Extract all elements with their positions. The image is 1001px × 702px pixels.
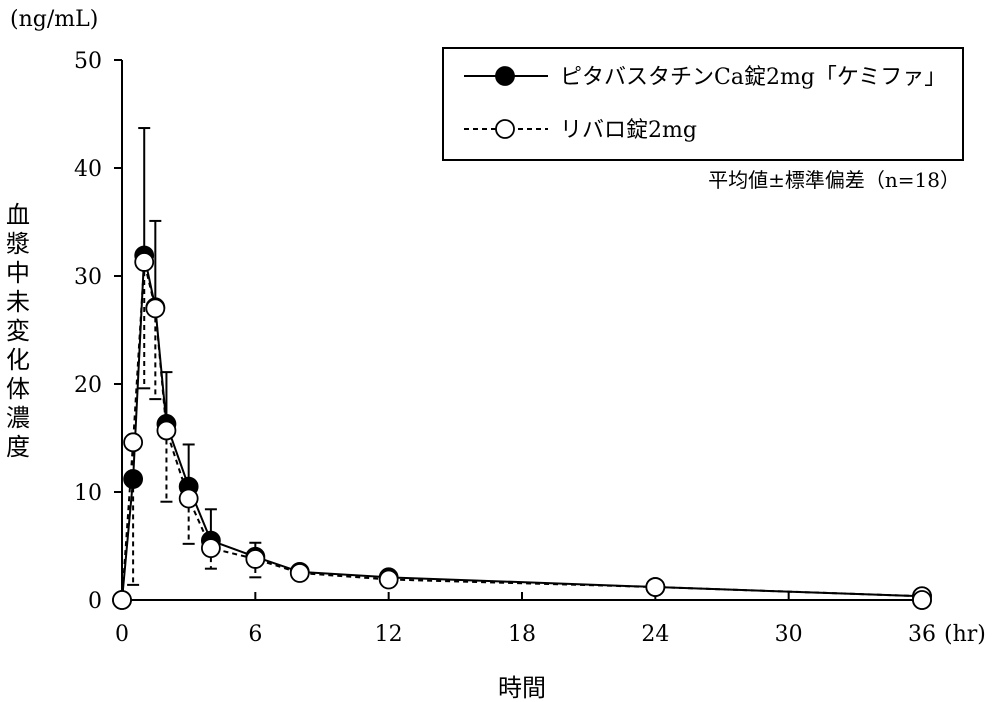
series-line-1 [121, 261, 923, 601]
y-tick-label: 50 [74, 49, 102, 74]
x-tick-label: 6 [248, 622, 262, 647]
x-tick-label: 18 [508, 622, 536, 647]
legend-box [442, 47, 964, 161]
data-point [134, 252, 155, 272]
y-axis-title-char: 未 [6, 288, 30, 316]
y-unit-label: (ng/mL) [10, 7, 98, 32]
data-point [123, 432, 144, 453]
x-tick-label: 0 [115, 622, 129, 647]
y-axis-title-char: 変 [6, 317, 30, 345]
x-unit-label: (hr) [944, 622, 986, 647]
legend-marker-0 [495, 66, 515, 86]
y-axis-title-char: 漿 [6, 230, 30, 258]
x-axis-title: 時間 [498, 674, 546, 702]
legend: ピタバスタチンCa錠2mg「ケミファ」 リバロ錠2mg [442, 47, 964, 161]
series-line-0 [121, 255, 923, 601]
legend-label-0: ピタバスタチンCa錠2mg「ケミファ」 [560, 65, 946, 90]
series-1 [112, 252, 932, 610]
legend-marker-1 [495, 119, 515, 139]
series-0 [112, 127, 932, 610]
data-point [245, 549, 266, 569]
y-tick-label: 30 [74, 265, 102, 290]
statistic-note: 平均値±標準偏差（n=18） [708, 168, 960, 192]
data-point [112, 590, 132, 610]
x-tick-label: 30 [775, 622, 803, 647]
y-axis-title-char: 濃 [6, 404, 30, 432]
y-axis-title-char: 体 [6, 375, 30, 403]
y-tick-label: 20 [74, 373, 102, 398]
y-axis-title-char: 化 [6, 346, 30, 374]
x-tick-label: 12 [375, 622, 403, 647]
legend-item-1: リバロ錠2mg [464, 118, 697, 143]
x-tick-label: 36 [908, 622, 936, 647]
x-axis-ticks: 0 6 12 18 24 30 36 [115, 592, 936, 647]
data-point [145, 298, 166, 319]
data-point [912, 590, 932, 610]
data-point [645, 577, 666, 597]
data-point [378, 569, 399, 590]
y-tick-label: 40 [74, 157, 102, 182]
y-axis-title-char: 血 [6, 201, 30, 229]
series-layer [112, 127, 932, 610]
legend-item-0: ピタバスタチンCa錠2mg「ケミファ」 [464, 65, 946, 90]
y-axis-ticks: 0 10 20 30 40 50 [74, 49, 122, 614]
y-axis-title-char: 中 [6, 259, 30, 287]
y-tick-label: 0 [88, 589, 102, 614]
legend-label-1: リバロ錠2mg [560, 118, 697, 143]
y-axis-title-char: 度 [6, 433, 30, 461]
data-point [289, 563, 310, 583]
y-tick-label: 10 [74, 481, 102, 506]
data-point [200, 538, 221, 559]
data-point [178, 488, 199, 509]
x-tick-label: 24 [641, 622, 669, 647]
data-point [156, 420, 177, 441]
